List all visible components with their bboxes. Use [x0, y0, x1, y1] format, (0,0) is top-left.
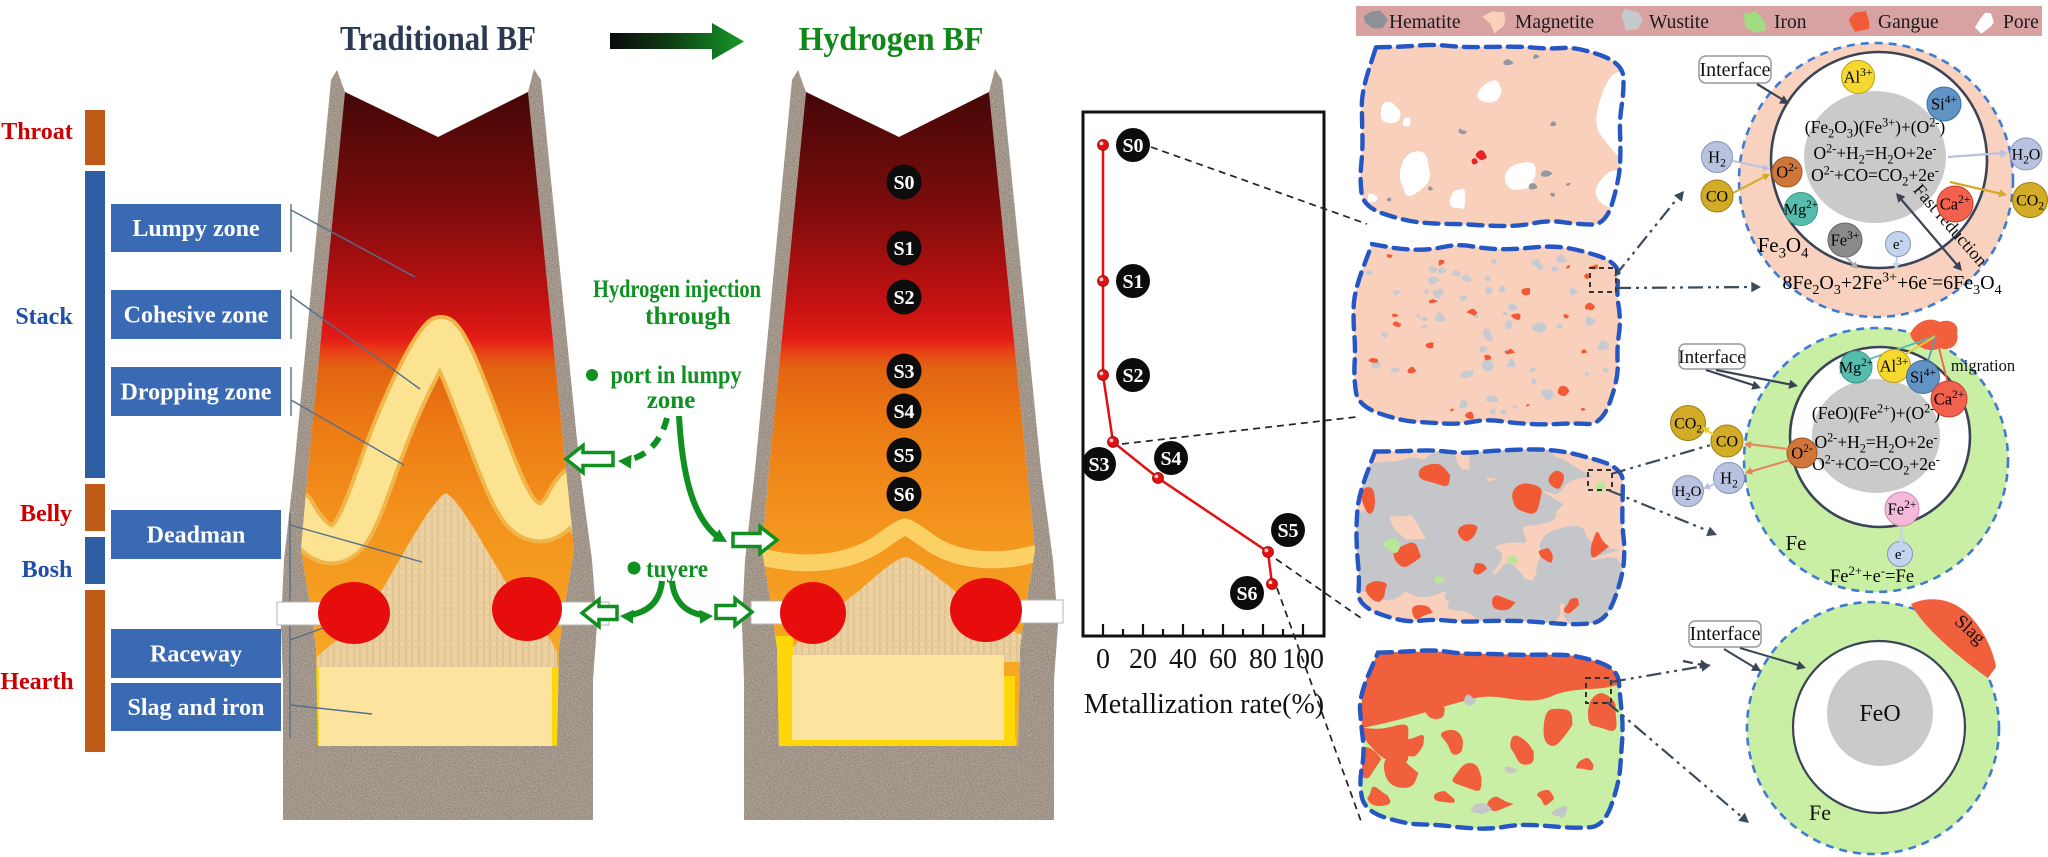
svg-text:FeO: FeO — [1859, 701, 1900, 727]
svg-text:(FeO)(Fe2+)+(O2-): (FeO)(Fe2+)+(O2-) — [1812, 401, 1940, 423]
svg-text:Fe2+: Fe2+ — [1888, 499, 1917, 518]
svg-text:Fe: Fe — [1809, 800, 1831, 825]
svg-text:Belly: Belly — [20, 501, 72, 527]
svg-text:O2-: O2- — [1776, 162, 1798, 181]
svg-text:Si4+: Si4+ — [1910, 367, 1936, 386]
svg-text:Stack: Stack — [15, 304, 73, 330]
svg-text:S0: S0 — [893, 172, 914, 194]
svg-text:Fe2++e-=Fe: Fe2++e-=Fe — [1830, 564, 1914, 587]
svg-text:zone: zone — [647, 387, 696, 414]
svg-text:S4: S4 — [893, 401, 914, 423]
svg-text:S0: S0 — [1122, 135, 1143, 157]
svg-text:Bosh: Bosh — [22, 557, 73, 583]
svg-text:S2: S2 — [893, 287, 914, 309]
svg-text:H2O: H2O — [1675, 484, 1702, 503]
svg-text:Pore: Pore — [2003, 12, 2039, 33]
svg-text:O2-+H2=H2O+2e-: O2-+H2=H2O+2e- — [1813, 141, 1936, 166]
svg-text:Traditional BF: Traditional BF — [340, 19, 536, 58]
svg-text:Interface: Interface — [1689, 623, 1760, 645]
svg-text:S1: S1 — [1122, 271, 1143, 293]
svg-text:Wustite: Wustite — [1649, 12, 1709, 33]
svg-text:Lumpy zone: Lumpy zone — [132, 216, 260, 242]
svg-text:migration: migration — [1951, 356, 2015, 375]
svg-text:Fe: Fe — [1786, 531, 1807, 555]
svg-text:Hydrogen injection: Hydrogen injection — [593, 276, 761, 303]
svg-text:S4: S4 — [1160, 448, 1181, 470]
svg-text:Ca2+: Ca2+ — [1940, 194, 1971, 213]
svg-text:Al3+: Al3+ — [1880, 356, 1909, 375]
svg-text:S3: S3 — [1088, 454, 1109, 476]
svg-text:80: 80 — [1249, 644, 1277, 675]
svg-text:(Fe2O3)(Fe3+)+(O2-): (Fe2O3)(Fe3+)+(O2-) — [1805, 115, 1946, 140]
svg-text:Hearth: Hearth — [0, 669, 73, 695]
svg-text:Al3+: Al3+ — [1844, 67, 1873, 86]
svg-text:Iron: Iron — [1774, 12, 1807, 33]
svg-text:Interface: Interface — [1699, 59, 1770, 81]
svg-text:S5: S5 — [893, 445, 914, 467]
svg-text:Fe3+: Fe3+ — [1831, 230, 1860, 249]
svg-text:40: 40 — [1169, 644, 1197, 675]
svg-text:O2-: O2- — [1791, 443, 1813, 462]
svg-text:20: 20 — [1129, 644, 1157, 675]
svg-text:S1: S1 — [893, 238, 914, 260]
svg-text:0: 0 — [1096, 644, 1110, 675]
svg-text:H2: H2 — [1708, 147, 1726, 169]
svg-text:tuyere: tuyere — [646, 556, 708, 583]
svg-text:S6: S6 — [1236, 583, 1257, 605]
svg-text:Fe3O4: Fe3O4 — [1758, 233, 1810, 262]
svg-text:Throat: Throat — [1, 119, 73, 145]
svg-text:Mg2+: Mg2+ — [1839, 357, 1873, 376]
svg-text:8Fe2O3+2Fe3++6e-=6Fe3O4: 8Fe2O3+2Fe3++6e-=6Fe3O4 — [1782, 270, 2001, 298]
svg-text:H2O: H2O — [2012, 146, 2041, 166]
svg-text:Metallization rate(%): Metallization rate(%) — [1084, 689, 1324, 720]
svg-text:through: through — [645, 303, 731, 330]
svg-text:Deadman: Deadman — [147, 523, 246, 549]
svg-text:Ca2+: Ca2+ — [1934, 389, 1965, 408]
svg-text:S6: S6 — [893, 484, 914, 506]
svg-text:S5: S5 — [1277, 520, 1298, 542]
svg-text:Hydrogen BF: Hydrogen BF — [799, 21, 984, 58]
svg-text:Interface: Interface — [1678, 347, 1746, 368]
svg-text:Magnetite: Magnetite — [1515, 12, 1594, 33]
svg-text:e-: e- — [1895, 545, 1906, 563]
svg-text:Dropping zone: Dropping zone — [121, 380, 272, 406]
svg-text:Raceway: Raceway — [150, 642, 242, 668]
svg-text:Slag and iron: Slag and iron — [128, 695, 265, 721]
svg-text:S2: S2 — [1122, 365, 1143, 387]
svg-text:Hematite: Hematite — [1389, 12, 1460, 33]
svg-text:CO2: CO2 — [2016, 192, 2044, 212]
svg-text:Si4+: Si4+ — [1931, 94, 1957, 113]
svg-text:CO: CO — [1706, 188, 1728, 205]
svg-text:port in lumpy: port in lumpy — [611, 362, 742, 389]
svg-text:60: 60 — [1209, 644, 1237, 675]
svg-text:S3: S3 — [893, 361, 914, 383]
svg-text:H2: H2 — [1720, 468, 1738, 490]
svg-text:e-: e- — [1893, 235, 1904, 253]
svg-text:Cohesive zone: Cohesive zone — [124, 303, 269, 329]
svg-text:Gangue: Gangue — [1878, 12, 1939, 33]
svg-text:CO2: CO2 — [1674, 415, 1702, 435]
svg-text:Mg2+: Mg2+ — [1784, 199, 1818, 218]
svg-text:O2-+H2=H2O+2e-: O2-+H2=H2O+2e- — [1814, 430, 1937, 455]
svg-text:O2-+CO=CO2+2e-: O2-+CO=CO2+2e- — [1811, 163, 1939, 188]
svg-text:CO: CO — [1716, 433, 1738, 450]
